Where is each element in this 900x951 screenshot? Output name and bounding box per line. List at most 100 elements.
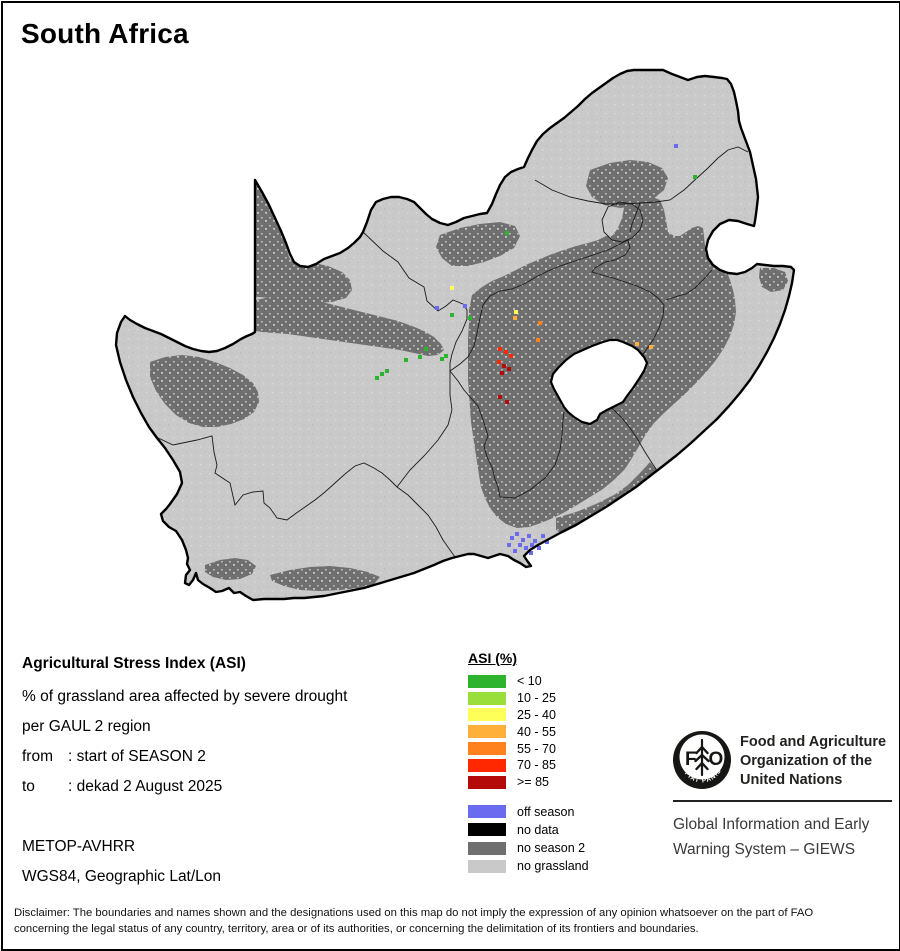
asi-dot (444, 354, 448, 358)
asi-dot (380, 372, 384, 376)
period-to-row: to : dekad 2 August 2025 (22, 778, 222, 796)
legend-swatch (468, 691, 506, 705)
asi-dot (514, 310, 518, 314)
legend-item: 25 - 40 (468, 707, 668, 724)
asi-dot (504, 350, 508, 354)
legend-swatch (468, 805, 506, 819)
asi-dot (674, 144, 678, 148)
asi-dot (524, 546, 528, 550)
asi-dot (505, 231, 509, 235)
info-heading: Agricultural Stress Index (ASI) (22, 655, 246, 672)
page-title: South Africa (21, 18, 189, 49)
projection-name: WGS84, Geographic Lat/Lon (22, 868, 222, 885)
asi-dot (418, 355, 422, 359)
legend-item: off season (468, 803, 668, 821)
disclaimer: Disclaimer: The boundaries and names sho… (14, 906, 886, 937)
sensor-name: METOP-AVHRR (22, 838, 136, 855)
asi-dot (463, 304, 467, 308)
legend: ASI (%) < 10 10 - 25 25 - 40 40 - 55 55 … (468, 650, 668, 875)
asi-dot (404, 358, 408, 362)
asi-dot (515, 532, 519, 536)
asi-dot (538, 321, 542, 325)
asi-dot (509, 354, 513, 358)
legend-item: 10 - 25 (468, 690, 668, 707)
giews-line2: Warning System – GIEWS (673, 841, 856, 858)
fao-logo-icon: F O FIAT PANIS (673, 731, 731, 789)
legend-item: 70 - 85 (468, 757, 668, 774)
legend-title: ASI (%) (468, 650, 517, 666)
asi-dot (440, 357, 444, 361)
country-border (114, 68, 796, 602)
legend-asi-scale: < 10 10 - 25 25 - 40 40 - 55 55 - 70 70 … (468, 673, 668, 791)
fao-org-line3: United Nations (740, 772, 843, 788)
legend-swatch (468, 725, 506, 739)
period-to-value: : dekad 2 August 2025 (68, 778, 223, 795)
asi-dot (497, 360, 501, 364)
legend-swatch (468, 859, 506, 873)
legend-item: no data (468, 821, 668, 839)
period-from-value: : start of SEASON 2 (68, 748, 206, 765)
asi-dot (505, 400, 509, 404)
lesotho-enclave (549, 338, 649, 426)
asi-dot (529, 551, 533, 555)
giews-line1: Global Information and Early (673, 816, 870, 833)
asi-dot (498, 347, 502, 351)
period-to-label: to (22, 778, 35, 795)
asi-dot (385, 369, 389, 373)
period-from-label: from (22, 748, 53, 765)
legend-item: no season 2 (468, 839, 668, 857)
fao-org-line1: Food and Agriculture (740, 734, 887, 750)
legend-swatch (468, 758, 506, 772)
fao-letter-o: O (709, 749, 724, 770)
asi-dot (530, 543, 534, 547)
legend-status-classes: off season no data no season 2 no grassl… (468, 803, 668, 876)
legend-item: 40 - 55 (468, 723, 668, 740)
asi-dot (468, 316, 472, 320)
asi-dot (510, 536, 514, 540)
legend-swatch (468, 841, 506, 855)
asi-dot (533, 539, 537, 543)
asi-dot (500, 371, 504, 375)
asi-dot (541, 534, 545, 538)
asi-dot (435, 306, 439, 310)
asi-dot (498, 395, 502, 399)
legend-swatch (468, 823, 506, 837)
asi-dot (527, 534, 531, 538)
asi-dot (513, 316, 517, 320)
disclaimer-line2: concerning the legal status of any count… (14, 922, 699, 935)
fao-org-name: Food and Agriculture Organization of the… (740, 733, 886, 790)
legend-swatch (468, 775, 506, 789)
legend-item: >= 85 (468, 774, 668, 791)
giews-name: Global Information and Early Warning Sys… (673, 812, 869, 862)
asi-dot (518, 543, 522, 547)
fao-org-line2: Organization of the (740, 753, 873, 769)
legend-item: 55 - 70 (468, 740, 668, 757)
asi-dot (507, 543, 511, 547)
asi-dot (521, 538, 525, 542)
disclaimer-line1: Disclaimer: The boundaries and names sho… (14, 907, 814, 919)
province-boundaries (151, 146, 749, 558)
asi-dot (375, 376, 379, 380)
asi-dot (502, 364, 506, 368)
asi-dot (507, 367, 511, 371)
period-from-row: from : start of SEASON 2 (22, 748, 206, 766)
legend-swatch (468, 674, 506, 688)
wheat-ear-icon (694, 738, 710, 777)
asi-dot (537, 546, 541, 550)
asi-dot (424, 347, 428, 351)
info-description-line1: % of grassland area affected by severe d… (22, 688, 348, 705)
asi-dot (649, 345, 653, 349)
info-description-line2: per GAUL 2 region (22, 718, 151, 735)
fao-letter-f: F (685, 749, 697, 770)
asi-dot (450, 286, 454, 290)
legend-swatch (468, 708, 506, 722)
legend-item: < 10 (468, 673, 668, 690)
asi-dot (635, 342, 639, 346)
asi-dot (536, 338, 540, 342)
legend-swatch (468, 742, 506, 756)
legend-item: no grassland (468, 857, 668, 875)
asi-dot (513, 549, 517, 553)
asi-dot (545, 540, 549, 544)
asi-dot (450, 313, 454, 317)
